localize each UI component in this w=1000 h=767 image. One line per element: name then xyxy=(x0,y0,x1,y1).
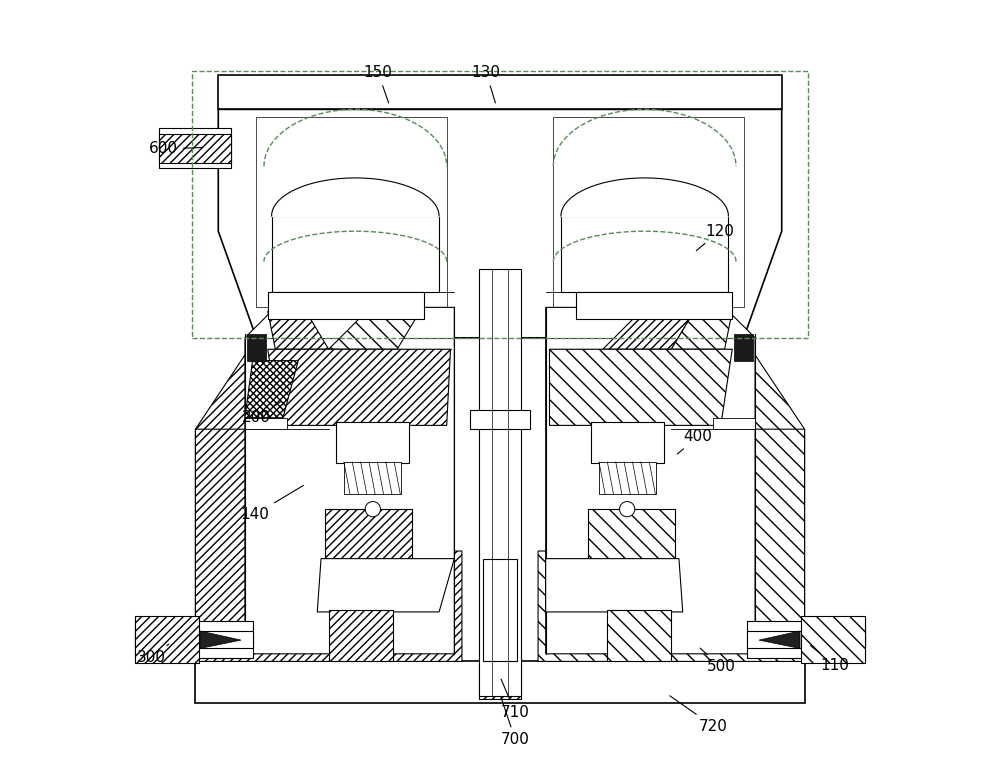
Bar xyxy=(247,334,266,360)
Text: 500: 500 xyxy=(700,648,735,674)
Text: 700: 700 xyxy=(501,696,530,747)
Bar xyxy=(747,621,865,657)
Polygon shape xyxy=(195,337,348,661)
Bar xyxy=(344,462,401,494)
Polygon shape xyxy=(698,337,805,661)
Bar xyxy=(159,128,231,168)
Polygon shape xyxy=(245,360,298,418)
Polygon shape xyxy=(603,311,694,349)
Bar xyxy=(159,133,231,163)
Polygon shape xyxy=(549,349,732,426)
Text: 400: 400 xyxy=(677,430,712,454)
Bar xyxy=(607,610,671,661)
Polygon shape xyxy=(561,216,728,292)
Polygon shape xyxy=(245,418,287,430)
Bar xyxy=(218,75,782,110)
Polygon shape xyxy=(268,349,451,426)
Text: 110: 110 xyxy=(811,646,849,673)
Text: 720: 720 xyxy=(670,696,728,734)
Bar xyxy=(479,657,521,700)
Text: 150: 150 xyxy=(364,65,393,103)
Polygon shape xyxy=(317,558,454,612)
Polygon shape xyxy=(329,311,420,349)
Text: 200: 200 xyxy=(242,402,281,425)
Polygon shape xyxy=(256,117,447,308)
Polygon shape xyxy=(268,311,329,349)
Text: 120: 120 xyxy=(696,224,734,251)
Circle shape xyxy=(365,502,380,517)
Polygon shape xyxy=(538,430,805,661)
Bar xyxy=(325,509,412,558)
Polygon shape xyxy=(218,110,782,337)
Bar xyxy=(588,509,675,558)
Polygon shape xyxy=(195,430,462,661)
Text: 140: 140 xyxy=(240,486,303,522)
Bar xyxy=(470,410,530,430)
Bar xyxy=(135,621,253,657)
Bar xyxy=(135,631,253,648)
Polygon shape xyxy=(759,631,800,648)
Bar xyxy=(479,269,521,696)
Circle shape xyxy=(620,502,635,517)
Polygon shape xyxy=(546,558,683,612)
Text: 600: 600 xyxy=(149,141,202,156)
Polygon shape xyxy=(671,311,732,349)
Bar xyxy=(483,558,517,661)
Text: 300: 300 xyxy=(137,644,169,665)
Bar xyxy=(599,462,656,494)
Bar xyxy=(734,334,753,360)
Polygon shape xyxy=(553,117,744,308)
Polygon shape xyxy=(713,418,755,430)
Polygon shape xyxy=(272,216,439,292)
Bar xyxy=(329,610,393,661)
Bar xyxy=(747,631,865,648)
Bar xyxy=(336,422,409,463)
Bar xyxy=(135,616,199,663)
Text: 710: 710 xyxy=(501,680,530,720)
Polygon shape xyxy=(546,308,755,653)
Polygon shape xyxy=(200,631,241,648)
Bar xyxy=(576,292,732,319)
Text: 130: 130 xyxy=(472,65,501,103)
Polygon shape xyxy=(245,308,454,653)
Bar xyxy=(591,422,664,463)
Bar xyxy=(268,292,424,319)
Bar xyxy=(801,616,865,663)
Bar xyxy=(195,661,805,703)
